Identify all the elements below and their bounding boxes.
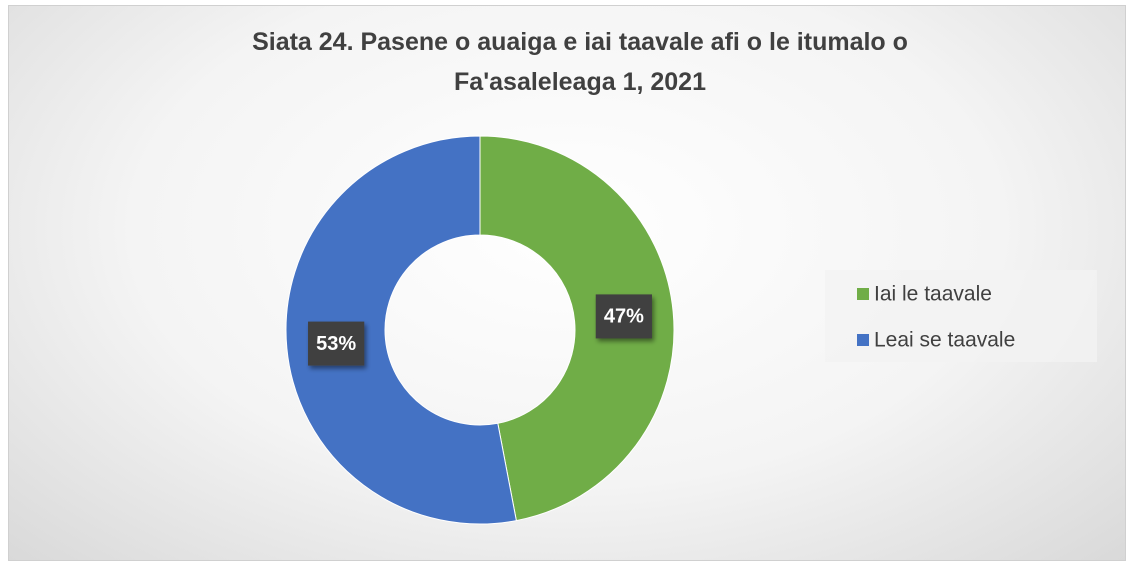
donut-slice: [479, 135, 675, 522]
data-label-box: [308, 321, 365, 366]
legend-marker: [857, 288, 869, 300]
chart-title: Siata 24. Pasene o auaiga e iai taavale …: [252, 28, 908, 96]
legend-label: Leai se taavale: [874, 329, 1015, 352]
data-label-box: [595, 294, 652, 339]
legend-marker: [857, 334, 869, 346]
legend-box: [825, 270, 1097, 362]
data-label: 47%: [604, 306, 644, 328]
donut-slice: [285, 135, 517, 525]
data-label: 53%: [316, 333, 356, 355]
legend-label: Iai le taavale: [874, 283, 992, 306]
